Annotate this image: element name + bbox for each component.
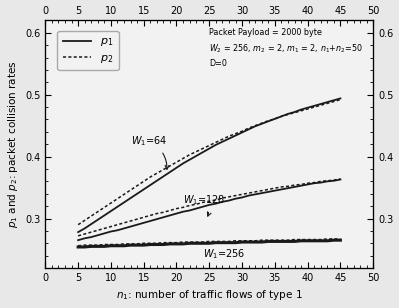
Text: Packet Payload = 2000 byte
$W_2$ = 256, $m_2$ = 2, $m_1$ = 2, $n_1$+$n_2$=50
D=0: Packet Payload = 2000 byte $W_2$ = 256, … xyxy=(209,28,363,68)
Text: $W_1$=128: $W_1$=128 xyxy=(183,193,225,216)
Text: $W_1$=256: $W_1$=256 xyxy=(203,247,245,261)
Legend: $p_1$, $p_2$: $p_1$, $p_2$ xyxy=(57,31,119,71)
X-axis label: $n_1$: number of traffic flows of type 1: $n_1$: number of traffic flows of type 1 xyxy=(116,289,303,302)
Y-axis label: $p_1$ and $p_2$: packet collision rates: $p_1$ and $p_2$: packet collision rates xyxy=(6,60,20,228)
Text: $W_1$=64: $W_1$=64 xyxy=(130,134,169,169)
